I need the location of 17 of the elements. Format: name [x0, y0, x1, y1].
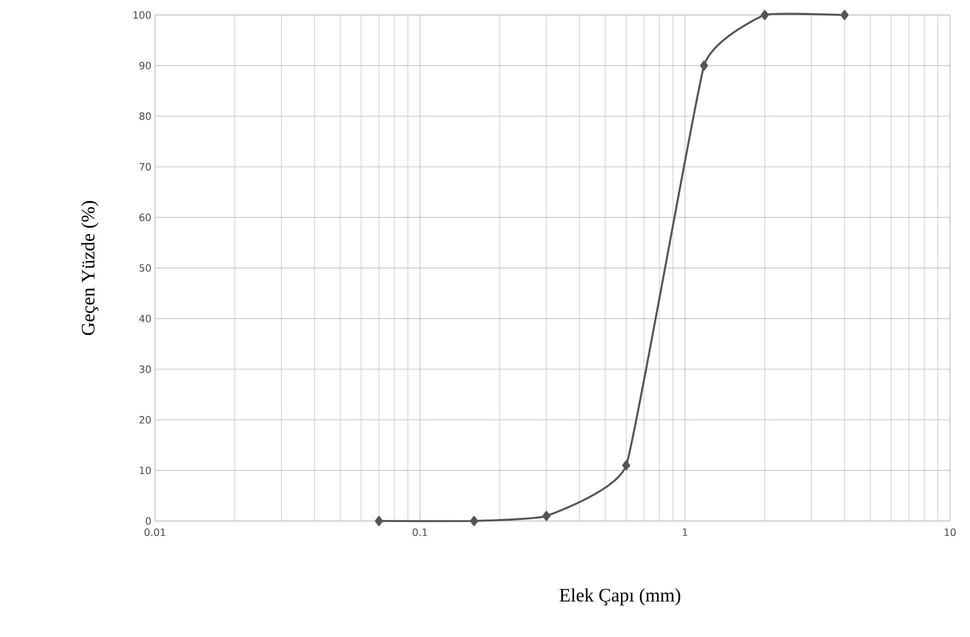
y-tick-label: 10: [140, 466, 151, 474]
y-tick-label: 30: [140, 365, 151, 373]
y-tick-label: 80: [139, 112, 151, 120]
y-tick-label: 40: [139, 314, 151, 322]
x-tick-label: 0.1: [412, 528, 427, 536]
y-tick-label: 20: [140, 416, 151, 424]
y-tick-label: 50: [140, 264, 151, 272]
y-tick-label: 60: [140, 214, 151, 222]
x-tick-label: 10: [944, 528, 956, 536]
y-tick-label: 70: [140, 163, 151, 171]
y-axis-title: Geçen Yüzde (%): [81, 201, 98, 336]
x-tick-label: 1: [682, 528, 688, 536]
x-axis-title: Elek Çapı (mm): [560, 588, 680, 606]
y-tick-label: 0: [146, 517, 151, 525]
y-tick-label: 100: [134, 11, 151, 19]
x-tick-label: 0.01: [144, 528, 166, 536]
y-tick-label: 90: [139, 62, 151, 70]
